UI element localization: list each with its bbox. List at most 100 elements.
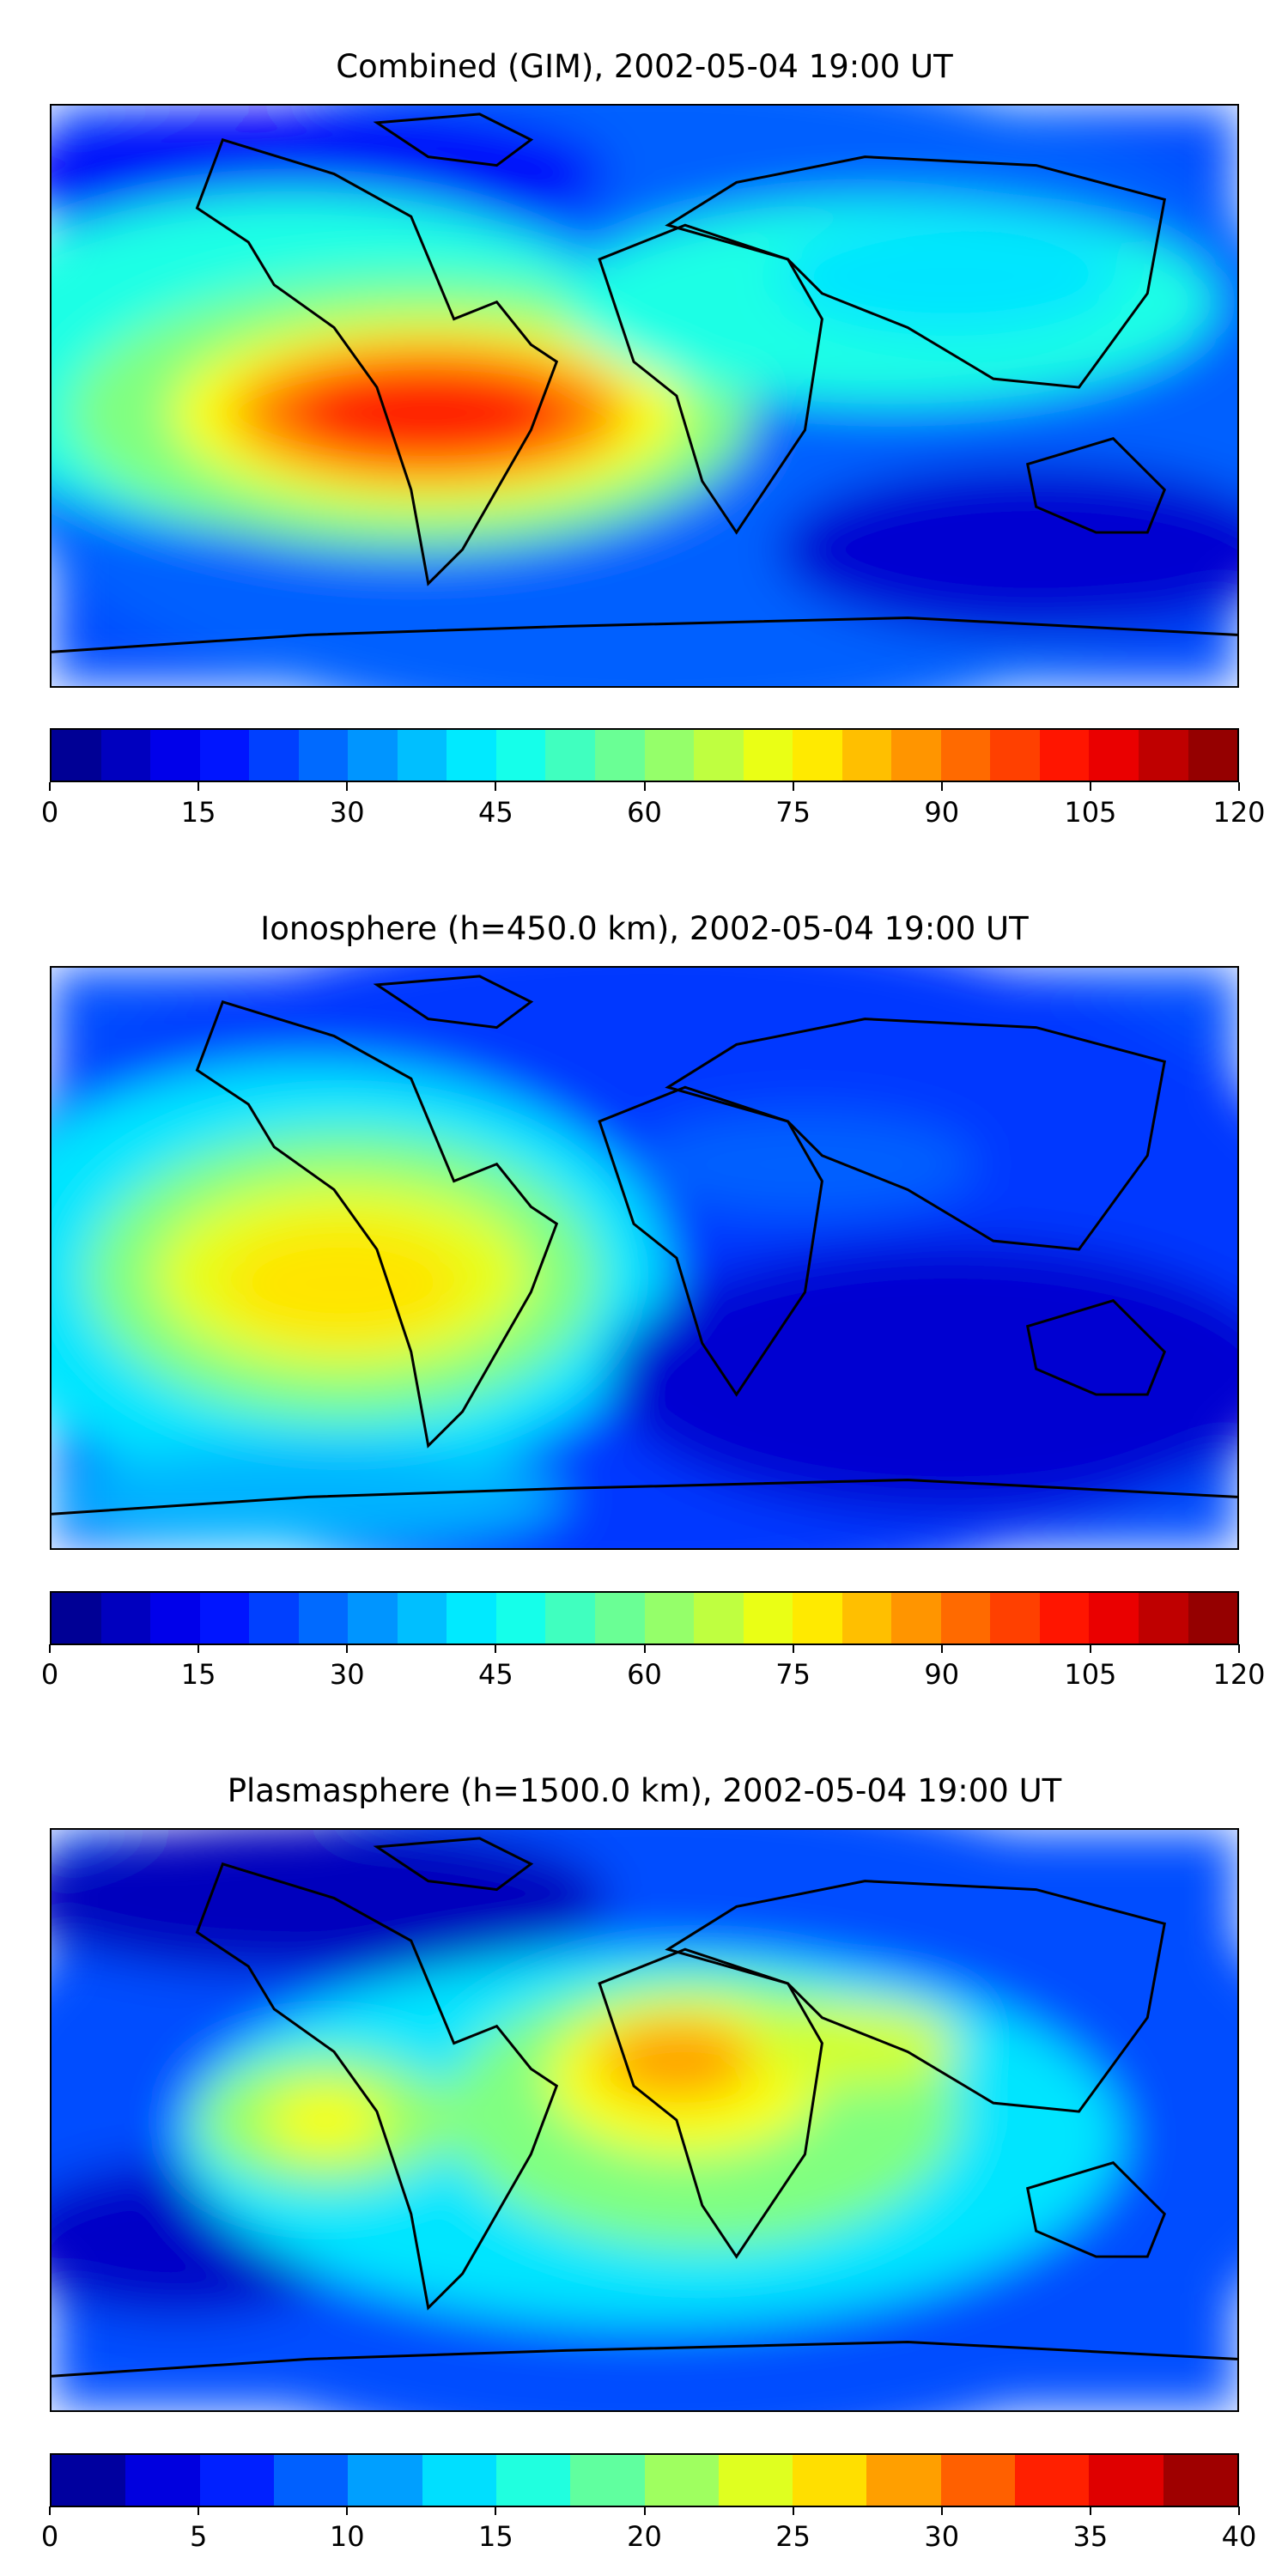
tick-label: 90 <box>924 1658 960 1691</box>
colorbar-level <box>397 730 447 781</box>
tick-label: 120 <box>1212 1658 1266 1691</box>
tick-label: 30 <box>329 796 365 829</box>
tick-mark <box>940 782 943 791</box>
tick-mark <box>346 1644 349 1653</box>
colorbar-level <box>866 2455 941 2506</box>
field-region <box>265 2086 386 2154</box>
field-contours <box>52 106 1237 686</box>
tick-label: 35 <box>1072 2520 1109 2553</box>
tick-label: 45 <box>478 796 513 829</box>
panel-title-plasmasphere: Plasmasphere (h=1500.0 km), 2002-05-04 1… <box>227 1772 1062 1809</box>
tick-mark <box>940 2506 943 2515</box>
field-contours <box>52 1830 1237 2410</box>
colorbar-level <box>694 730 744 781</box>
colorbar-level <box>1188 1593 1238 1643</box>
tick-mark <box>49 2506 51 2515</box>
tick-label: 20 <box>627 2520 662 2553</box>
colorbar-level <box>595 1593 645 1643</box>
colorbar-level <box>447 1593 496 1643</box>
tick-label: 105 <box>1064 796 1117 829</box>
coastline <box>665 1880 1166 2113</box>
field-region <box>634 1113 976 1216</box>
coastline <box>373 975 534 1030</box>
tick-mark <box>49 782 51 791</box>
tick-label: 105 <box>1064 1658 1117 1691</box>
tick-mark <box>49 1644 51 1653</box>
tick-label: 75 <box>775 1658 811 1691</box>
coastline <box>598 1085 823 1397</box>
panel-title-ionosphere: Ionosphere (h=450.0 km), 2002-05-04 19:0… <box>260 910 1029 947</box>
coastline <box>195 137 559 586</box>
colorbar-level <box>348 1593 398 1643</box>
colorbar-level <box>595 730 645 781</box>
colorbar-level <box>199 730 250 781</box>
coastline <box>598 223 823 535</box>
tick-label: 10 <box>329 2520 365 2553</box>
colorbar-level <box>422 2455 496 2506</box>
colorbar-level <box>793 730 842 781</box>
coastline <box>1025 437 1167 534</box>
colorbar-level <box>495 730 546 781</box>
heatmap-combined <box>52 106 1237 686</box>
map-ionosphere <box>50 966 1239 1550</box>
colorbar-level <box>52 1593 101 1643</box>
colorbar-ticks-combined: 0 15 30 45 60 75 90 105 120 <box>41 782 1266 829</box>
tick-mark <box>1089 2506 1091 2515</box>
tick-label: 0 <box>40 2520 59 2553</box>
tick-label: 15 <box>180 1658 216 1691</box>
colorbar-level <box>793 1593 842 1643</box>
colorbar-level <box>940 1593 991 1643</box>
tick-mark <box>346 782 349 791</box>
tick-label: 60 <box>627 1658 662 1691</box>
tick-label: 120 <box>1212 796 1266 829</box>
colorbar-level <box>125 2455 200 2506</box>
field-region <box>779 464 1237 635</box>
colorbar-level <box>743 730 793 781</box>
colorbar-level <box>694 1593 744 1643</box>
colorbar-level <box>100 730 151 781</box>
colorbar-level <box>249 730 299 781</box>
tick-label: 0 <box>40 796 59 829</box>
tick-label: 25 <box>775 2520 811 2553</box>
colorbar-level <box>990 1593 1040 1643</box>
tick-label: 30 <box>924 2520 960 2553</box>
field-region <box>599 2021 754 2099</box>
colorbar-level <box>1089 2455 1163 2506</box>
field-region <box>779 216 1122 337</box>
colorbar-level <box>298 730 349 781</box>
colorbar-level <box>545 1593 596 1643</box>
field-region <box>291 366 566 460</box>
colorbar-ionosphere <box>50 1591 1239 1645</box>
colorbar-level <box>100 1593 151 1643</box>
tick-label: 90 <box>924 796 960 829</box>
colorbar-level <box>940 730 991 781</box>
colorbar-level <box>644 2455 719 2506</box>
colorbar-level <box>940 2455 1016 2506</box>
colorbar-level <box>718 2455 793 2506</box>
colorbar-level <box>348 2455 422 2506</box>
tick-label: 15 <box>478 2520 513 2553</box>
colorbar-level <box>52 2455 126 2506</box>
tick-mark <box>1238 782 1240 791</box>
colorbar-level <box>644 730 695 781</box>
colorbar-level <box>495 1593 546 1643</box>
colorbar-level <box>273 2455 349 2506</box>
map-plasmasphere <box>50 1828 1239 2412</box>
coastline <box>665 155 1166 389</box>
tick-mark <box>643 782 646 791</box>
tick-mark <box>792 2506 794 2515</box>
colorbar-level <box>199 2455 274 2506</box>
colorbar-level <box>793 2455 867 2506</box>
coastline <box>52 616 1237 653</box>
coastline <box>52 2340 1237 2378</box>
panel-title-combined: Combined (GIM), 2002-05-04 19:00 UT <box>336 48 953 85</box>
colorbar-plasmasphere <box>50 2453 1239 2507</box>
tick-label: 0 <box>40 1658 59 1691</box>
colorbar-level <box>1015 2455 1090 2506</box>
colorbar-level <box>644 1593 695 1643</box>
colorbar-level <box>891 1593 941 1643</box>
tick-label: 45 <box>478 1658 513 1691</box>
colorbar-level <box>545 730 596 781</box>
colorbar-level <box>990 730 1040 781</box>
tick-mark <box>197 1644 200 1653</box>
